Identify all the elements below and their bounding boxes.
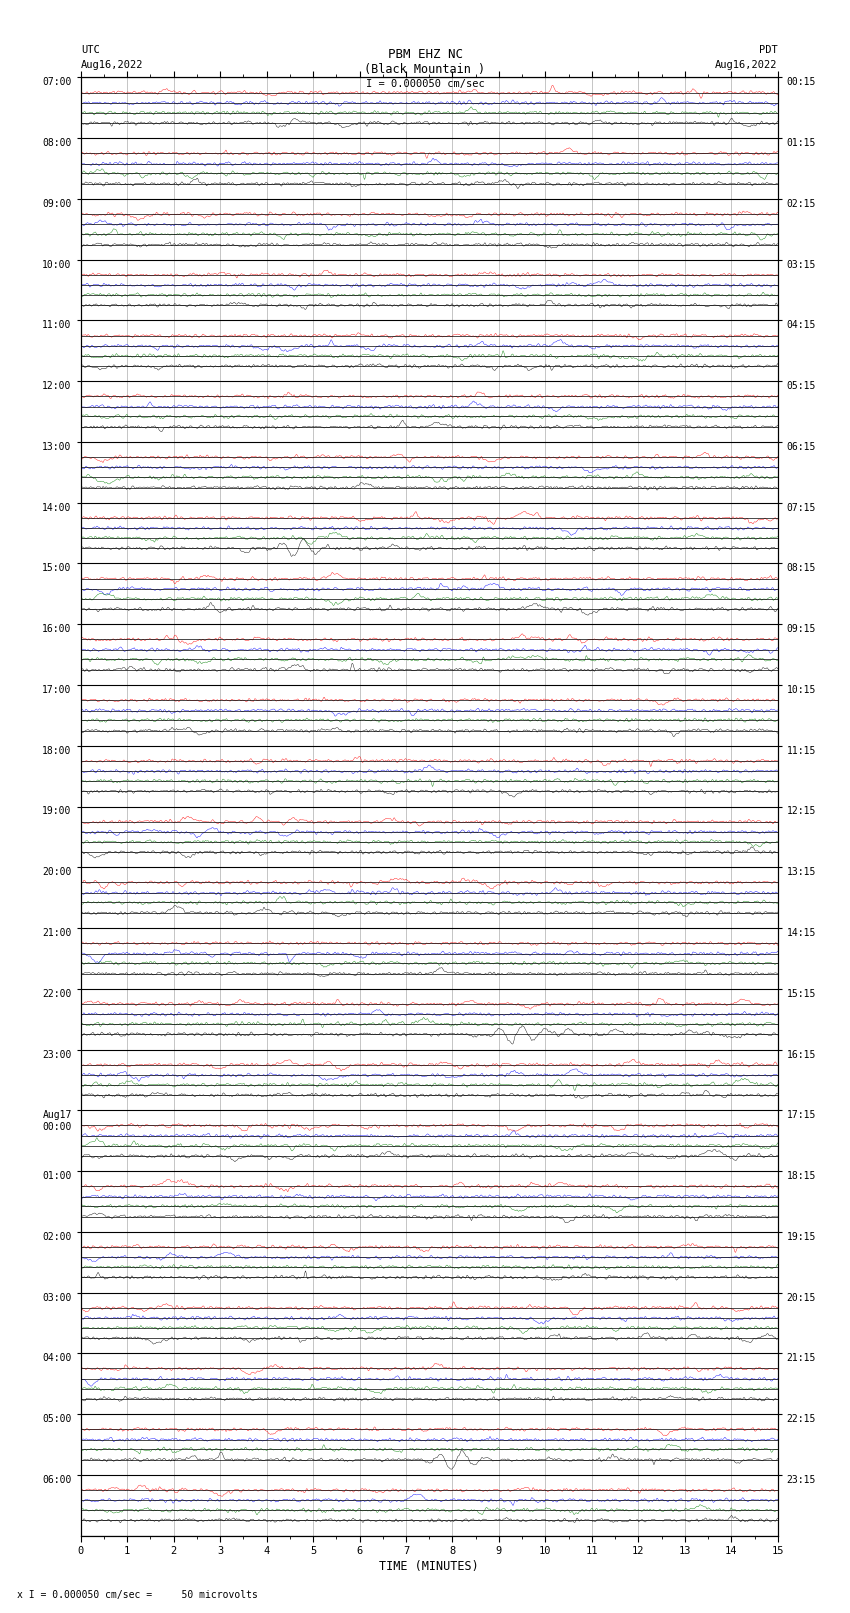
Text: PDT: PDT <box>759 45 778 55</box>
Text: x I = 0.000050 cm/sec =     50 microvolts: x I = 0.000050 cm/sec = 50 microvolts <box>17 1590 258 1600</box>
Text: Aug16,2022: Aug16,2022 <box>81 60 144 69</box>
Text: Aug16,2022: Aug16,2022 <box>715 60 778 69</box>
X-axis label: TIME (MINUTES): TIME (MINUTES) <box>379 1560 479 1573</box>
Text: (Black Mountain ): (Black Mountain ) <box>365 63 485 76</box>
Text: PBM EHZ NC: PBM EHZ NC <box>388 48 462 61</box>
Text: I = 0.000050 cm/sec: I = 0.000050 cm/sec <box>366 79 484 89</box>
Text: UTC: UTC <box>81 45 99 55</box>
